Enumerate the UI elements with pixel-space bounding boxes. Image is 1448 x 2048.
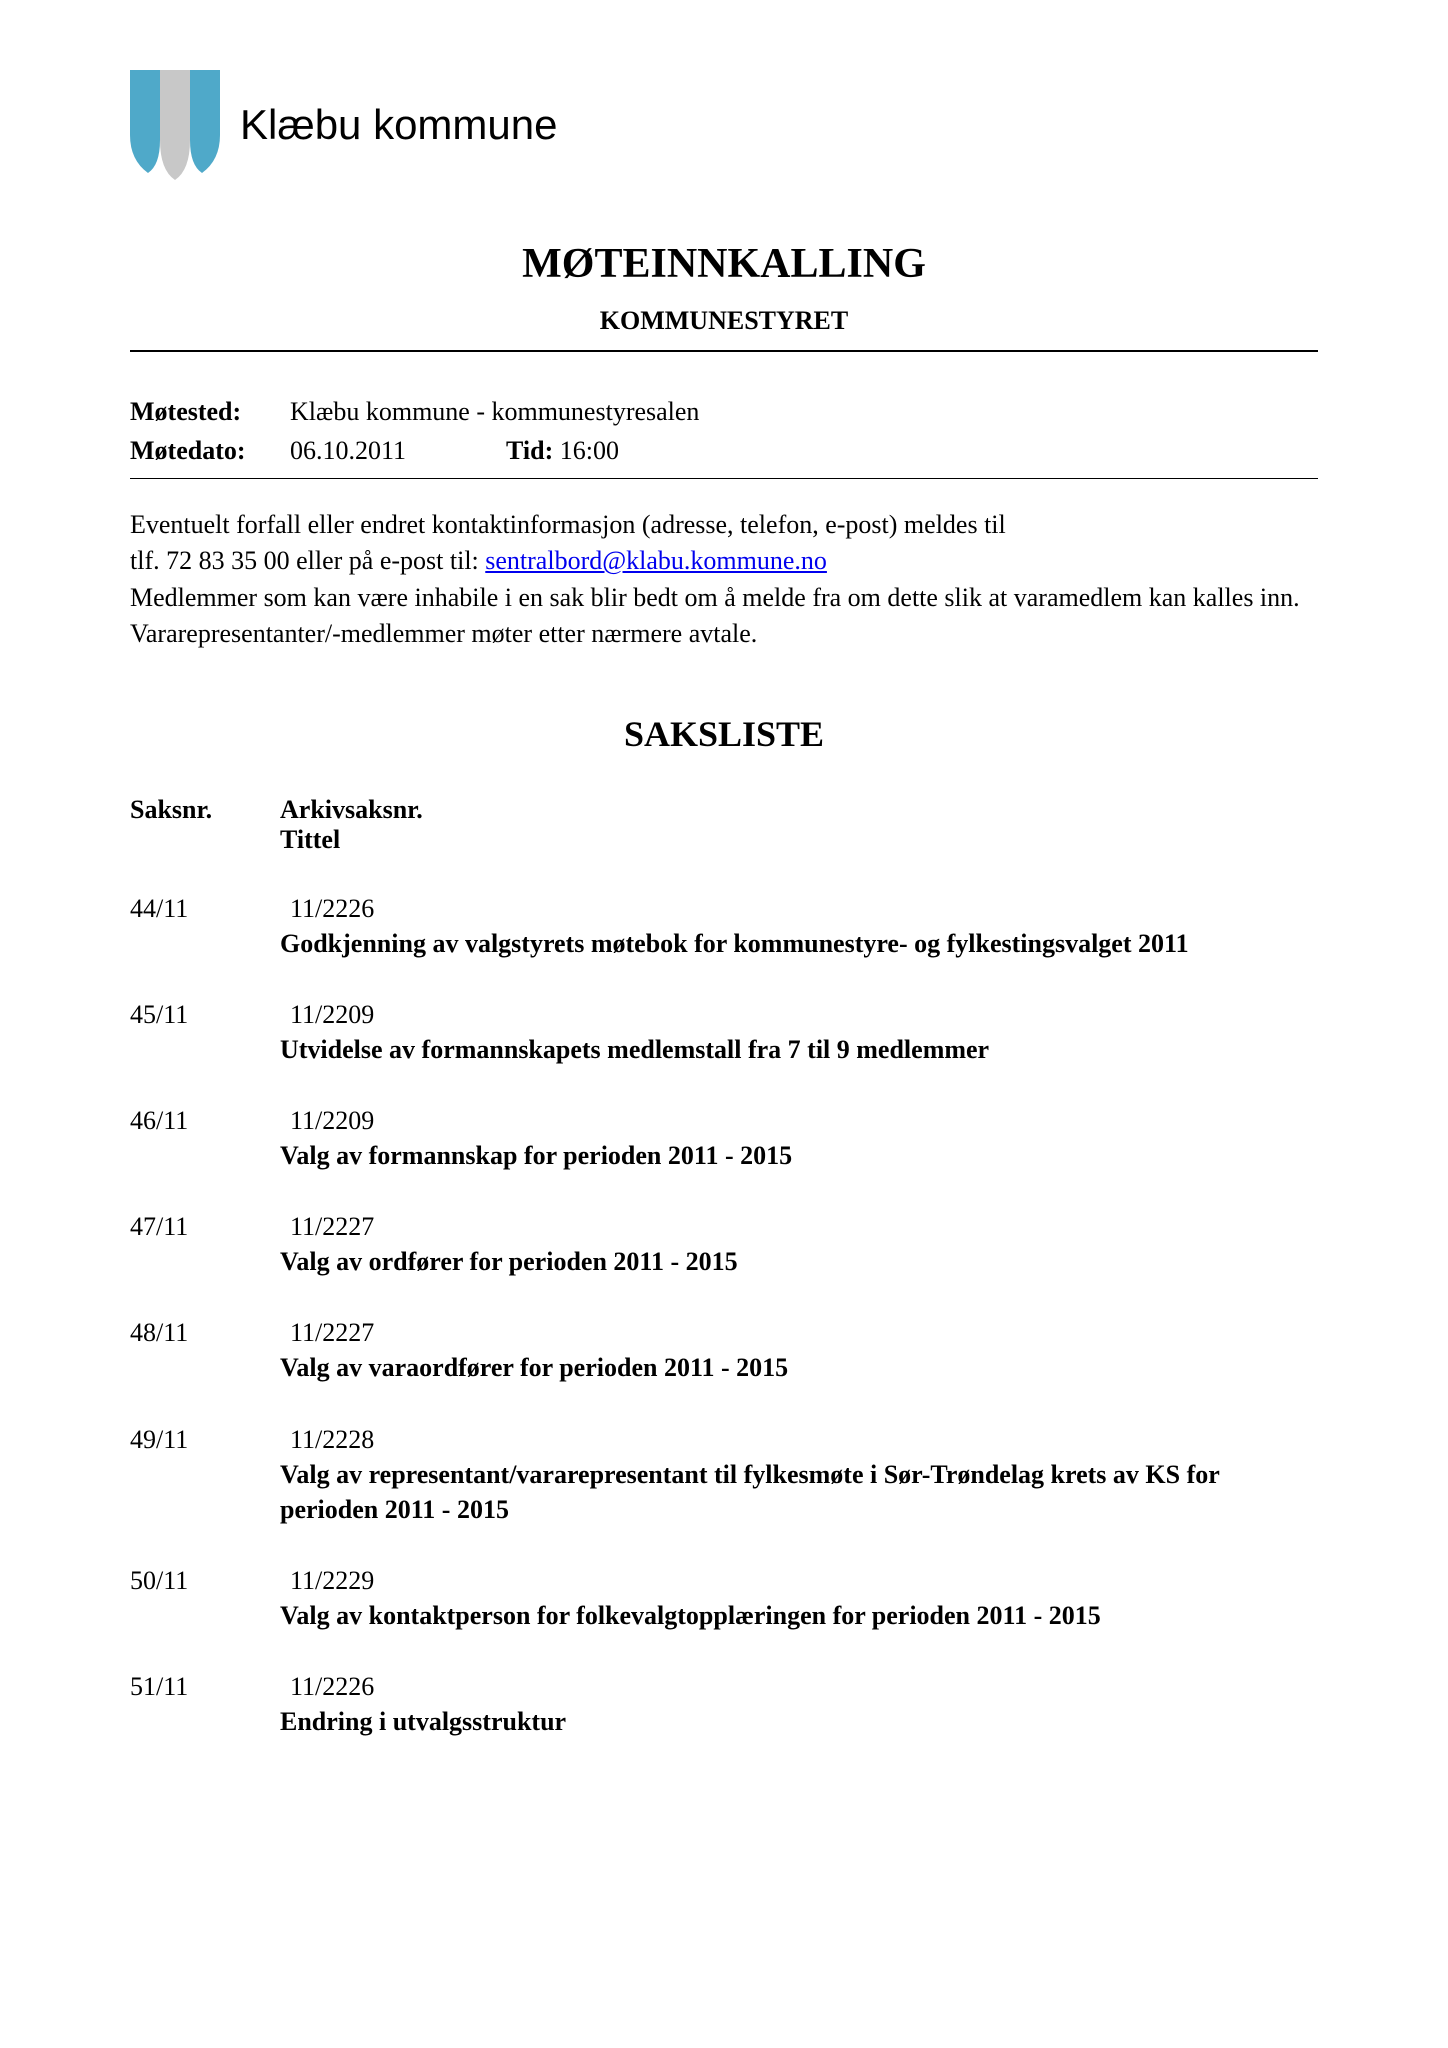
meeting-info-divider [130,478,1318,479]
saks-body: 11/2226Godkjenning av valgstyrets møtebo… [280,891,1318,961]
saks-body: 11/2226Endring i utvalgsstruktur [280,1669,1318,1739]
saks-tittel: Valg av ordfører for perioden 2011 - 201… [280,1244,1318,1279]
email-link[interactable]: sentralbord@klabu.kommune.no [485,546,827,575]
saks-item: 44/1111/2226Godkjenning av valgstyrets m… [130,891,1318,961]
saks-tittel: Valg av representant/vararepresentant ti… [280,1457,1318,1527]
saks-tittel: Valg av formannskap for perioden 2011 - … [280,1138,1318,1173]
saks-body: 11/2209Valg av formannskap for perioden … [280,1103,1318,1173]
saksliste-header-row: Saksnr. Arkivsaksnr. Tittel [130,795,1318,855]
saks-nr: 51/11 [130,1669,280,1739]
motested-label: Møtested: [130,392,290,431]
meeting-date-row: Møtedato: 06.10.2011 Tid: 16:00 [130,431,1318,470]
saks-item: 48/1111/2227Valg av varaordfører for per… [130,1315,1318,1385]
saks-arkiv: 11/2226 [290,891,1318,926]
document-subtitle: KOMMUNESTYRET [130,306,1318,336]
tid-label: Tid: [506,431,553,470]
saks-body: 11/2228Valg av representant/vararepresen… [280,1422,1318,1527]
saks-nr: 47/11 [130,1209,280,1279]
saksliste-title: SAKSLISTE [130,713,1318,755]
saks-body: 11/2227Valg av ordfører for perioden 201… [280,1209,1318,1279]
motested-value: Klæbu kommune - kommunestyresalen [290,392,699,431]
body-line1: Eventuelt forfall eller endret kontaktin… [130,510,1006,539]
organization-name: Klæbu kommune [240,101,557,149]
municipality-shield-icon [130,70,220,180]
saks-item: 50/1111/2229Valg av kontaktperson for fo… [130,1563,1318,1633]
saks-arkiv: 11/2227 [290,1315,1318,1350]
title-divider [130,350,1318,352]
body-text-block: Eventuelt forfall eller endret kontaktin… [130,507,1318,653]
motedato-label: Møtedato: [130,431,290,470]
saksliste-items: 44/1111/2226Godkjenning av valgstyrets m… [130,891,1318,1740]
saks-body: 11/2229Valg av kontaktperson for folkeva… [280,1563,1318,1633]
saks-tittel: Utvidelse av formannskapets medlemstall … [280,1032,1318,1067]
saks-nr: 49/11 [130,1422,280,1527]
saks-tittel: Valg av varaordfører for perioden 2011 -… [280,1350,1318,1385]
saks-item: 45/1111/2209Utvidelse av formannskapets … [130,997,1318,1067]
header-tittel: Tittel [280,825,1318,855]
saks-item: 51/1111/2226Endring i utvalgsstruktur [130,1669,1318,1739]
header-logo-block: Klæbu kommune [130,70,1318,180]
header-arkiv-tittel: Arkivsaksnr. Tittel [280,795,1318,855]
body-line3: Medlemmer som kan være inhabile i en sak… [130,583,1300,648]
saks-body: 11/2209Utvidelse av formannskapets medle… [280,997,1318,1067]
saks-arkiv: 11/2209 [290,997,1318,1032]
saks-arkiv: 11/2228 [290,1422,1318,1457]
tid-value: 16:00 [553,431,619,470]
saks-item: 49/1111/2228Valg av representant/vararep… [130,1422,1318,1527]
saks-arkiv: 11/2227 [290,1209,1318,1244]
saks-nr: 50/11 [130,1563,280,1633]
body-line2-pre: tlf. 72 83 35 00 eller på e-post til: [130,546,485,575]
meeting-info-block: Møtested: Klæbu kommune - kommunestyresa… [130,392,1318,470]
saks-nr: 45/11 [130,997,280,1067]
document-main-title: MØTEINNKALLING [130,240,1318,288]
meeting-location-row: Møtested: Klæbu kommune - kommunestyresa… [130,392,1318,431]
saks-item: 47/1111/2227Valg av ordfører for periode… [130,1209,1318,1279]
saks-body: 11/2227Valg av varaordfører for perioden… [280,1315,1318,1385]
header-saksnr: Saksnr. [130,795,280,855]
saks-nr: 46/11 [130,1103,280,1173]
saks-tittel: Godkjenning av valgstyrets møtebok for k… [280,926,1318,961]
saks-arkiv: 11/2229 [290,1563,1318,1598]
header-arkiv: Arkivsaksnr. [280,795,1318,825]
saks-nr: 44/11 [130,891,280,961]
saks-arkiv: 11/2209 [290,1103,1318,1138]
motedato-value: 06.10.2011 [290,431,406,470]
saks-item: 46/1111/2209Valg av formannskap for peri… [130,1103,1318,1173]
saks-arkiv: 11/2226 [290,1669,1318,1704]
saks-nr: 48/11 [130,1315,280,1385]
saks-tittel: Valg av kontaktperson for folkevalgtoppl… [280,1598,1318,1633]
saks-tittel: Endring i utvalgsstruktur [280,1704,1318,1739]
